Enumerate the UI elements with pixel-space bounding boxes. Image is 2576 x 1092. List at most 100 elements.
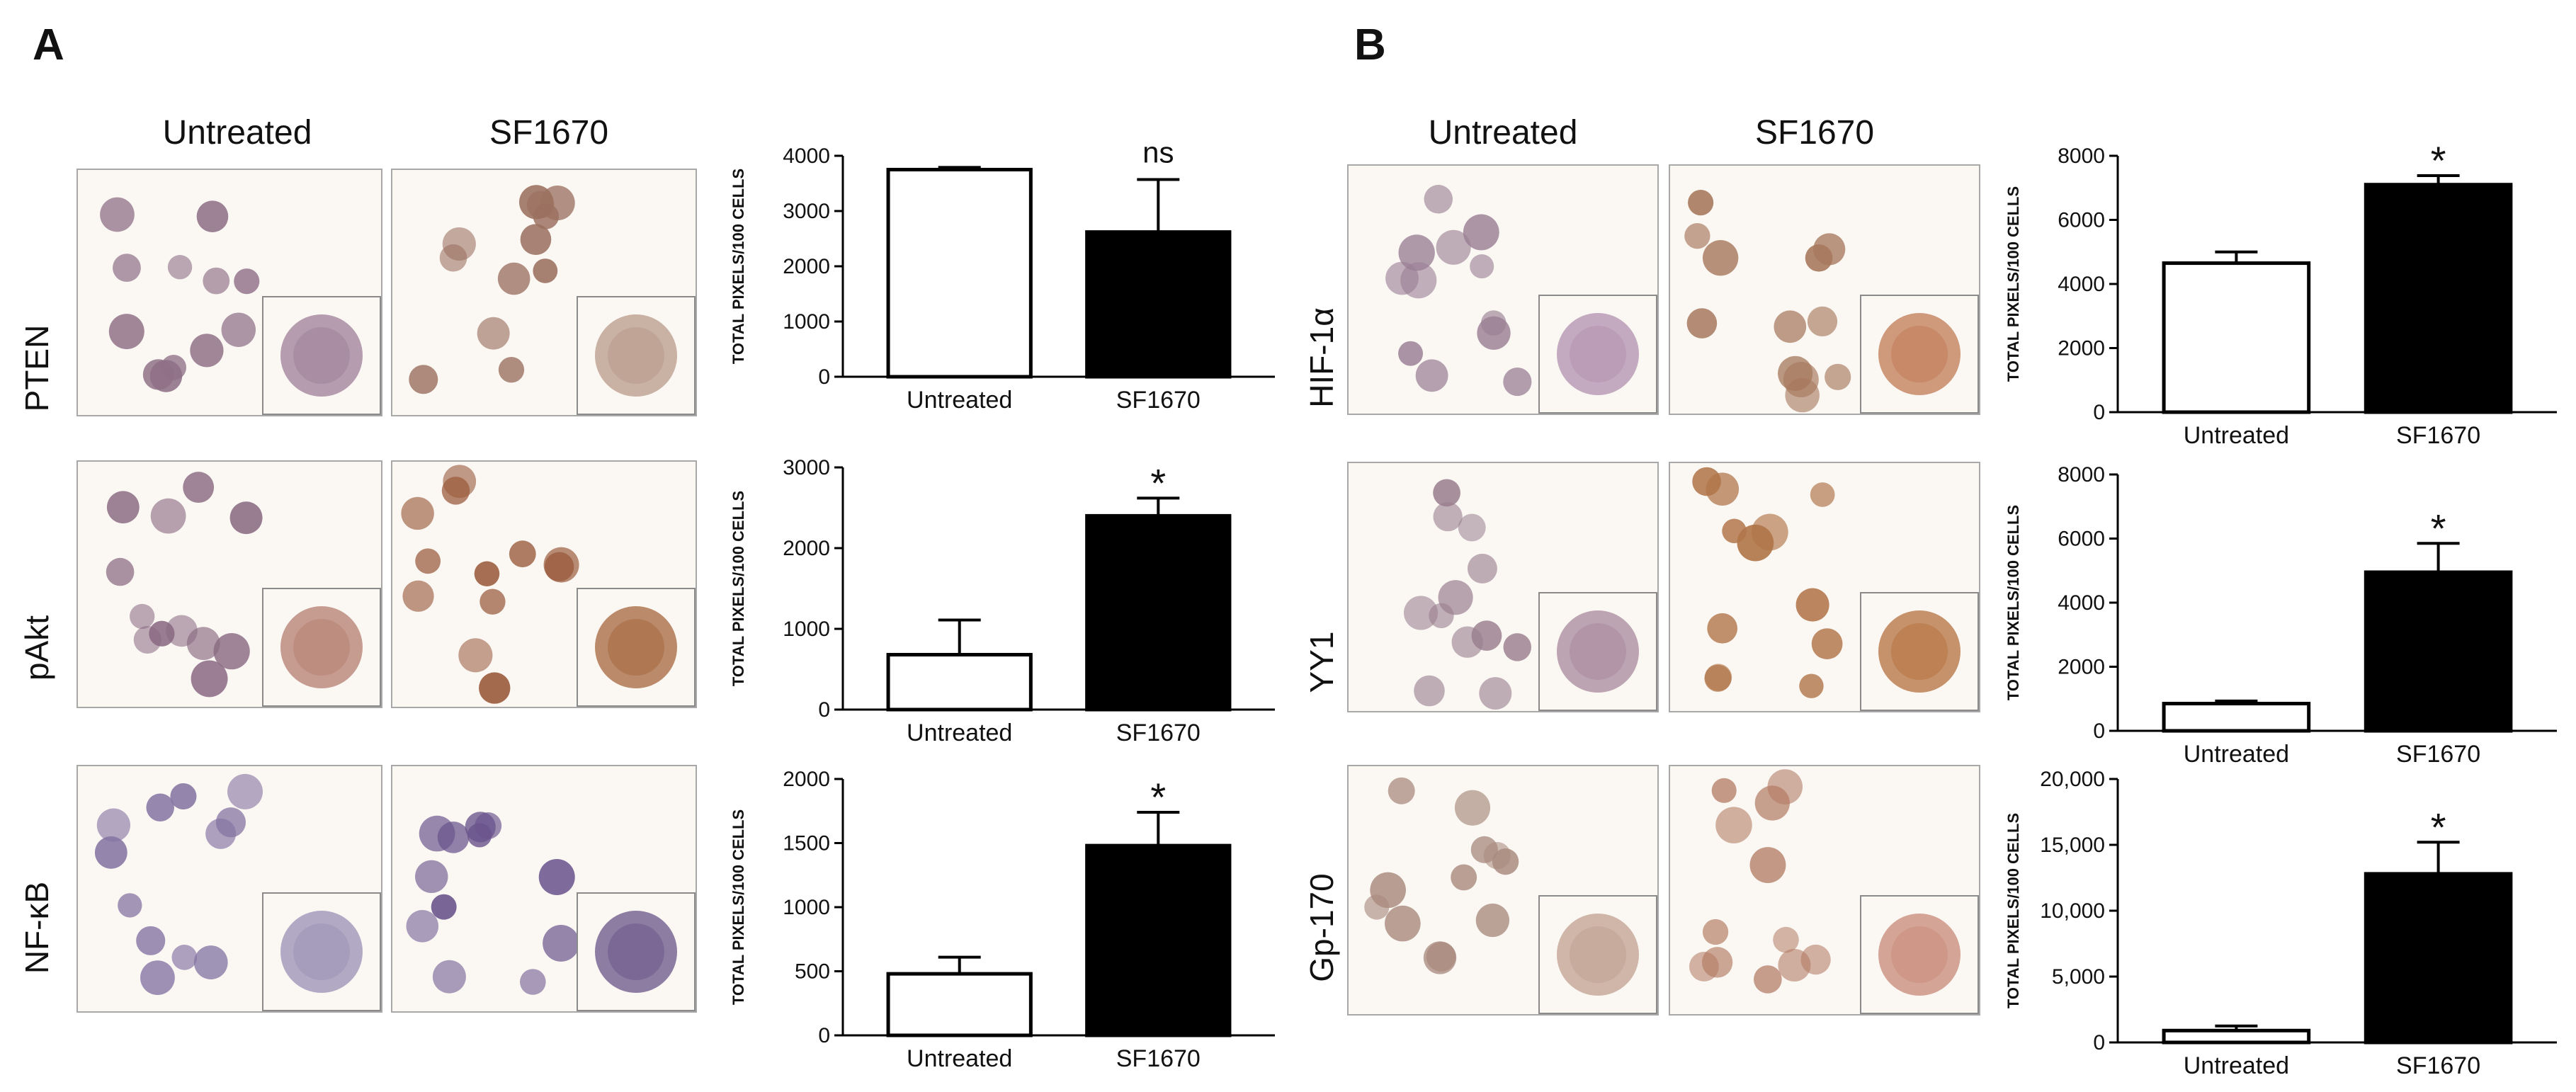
y-axis-label: TOTAL PIXELS/100 CELLS xyxy=(2004,505,2022,700)
micrograph-inset xyxy=(1538,895,1657,1014)
micrograph-a-pten-sf1670 xyxy=(391,169,697,416)
cell-blob xyxy=(1795,588,1829,622)
y-tick-label: 2000 xyxy=(2058,337,2105,360)
cell-blob xyxy=(213,633,250,670)
bar-chart-a-pten: TOTAL PIXELS/100 CELLS 0 1000 2000 3000 4000 U… xyxy=(730,136,1275,414)
bar-sf1670 xyxy=(2364,570,2513,733)
cell-blob xyxy=(409,365,438,394)
cell-blob xyxy=(1451,626,1484,658)
cell-blob xyxy=(1426,942,1456,972)
micrograph-inset xyxy=(1860,295,1979,414)
cell-blob xyxy=(149,360,183,392)
cell-blob xyxy=(1753,965,1782,994)
y-tick-label: 2000 xyxy=(783,537,830,560)
cell-blob xyxy=(186,627,220,661)
micrograph-a-nfkb-untreated xyxy=(76,765,382,1013)
panel-b-col-header-untreated: Untreated xyxy=(1428,114,1578,152)
inset-cell xyxy=(1557,313,1639,395)
cell-blob xyxy=(1711,778,1737,803)
inset-cell xyxy=(1557,914,1639,996)
cell-field xyxy=(409,185,575,394)
cell-field xyxy=(401,465,579,704)
bar-chart-b-yy1: TOTAL PIXELS/100 CELLS 0 2000 4000 6000 8000 U… xyxy=(2004,463,2557,768)
micrograph-b-yy1-sf1670 xyxy=(1669,462,1980,712)
significance-annotation: * xyxy=(2431,804,2446,849)
cell-blob xyxy=(479,672,511,704)
cell-blob xyxy=(1403,596,1439,630)
cell-blob xyxy=(1811,628,1843,659)
y-tick-label: 8000 xyxy=(2058,144,2105,168)
y-tick-label: 0 xyxy=(2093,401,2105,424)
bar-untreated xyxy=(886,972,1033,1037)
cell-blob xyxy=(533,203,560,229)
bar-sf1670 xyxy=(1085,230,1232,379)
micrograph-inset xyxy=(577,892,696,1011)
micrograph-a-pakt-untreated xyxy=(76,460,382,708)
cell-blob xyxy=(1704,664,1732,692)
cell-blob xyxy=(150,498,186,534)
cell-blob xyxy=(1470,836,1498,863)
cell-blob xyxy=(229,501,263,535)
bar-untreated xyxy=(2162,1028,2311,1045)
cell-field xyxy=(100,197,260,392)
cell-blob xyxy=(415,860,448,894)
cell-blob xyxy=(1424,185,1453,214)
cell-blob xyxy=(136,926,166,955)
cell-blob xyxy=(543,547,579,583)
cell-blob xyxy=(1773,926,1799,953)
cell-blob xyxy=(1807,306,1838,337)
cell-field xyxy=(1403,479,1531,710)
y-tick-label: 3000 xyxy=(783,200,830,223)
cell-blob xyxy=(1503,633,1531,661)
cell-blob xyxy=(1810,482,1835,507)
cell-field xyxy=(1364,777,1519,974)
cell-field xyxy=(94,773,263,996)
cell-blob xyxy=(106,491,140,524)
y-axis-label: TOTAL PIXELS/100 CELLS xyxy=(730,491,747,686)
cell-blob xyxy=(1463,214,1499,251)
inset-cell xyxy=(280,314,363,397)
inset-cell-nucleus xyxy=(1891,326,1948,382)
cell-blob xyxy=(196,200,229,232)
cell-field xyxy=(1689,769,1831,994)
inset-cell xyxy=(1557,610,1639,693)
cell-blob xyxy=(1702,240,1739,276)
y-tick-label: 0 xyxy=(2093,720,2105,743)
cell-blob xyxy=(1454,790,1491,826)
y-tick-label: 8000 xyxy=(2058,463,2105,487)
micrograph-inset xyxy=(1538,295,1657,414)
x-tick-label: Untreated xyxy=(2184,422,2289,449)
x-tick-label: Untreated xyxy=(907,720,1012,746)
cell-blob xyxy=(520,224,552,255)
cell-blob xyxy=(1388,777,1415,804)
panel-a-col-header-sf1670: SF1670 xyxy=(489,114,609,152)
cell-blob xyxy=(94,836,127,869)
x-tick-label: Untreated xyxy=(2184,1052,2289,1079)
inset-cell-nucleus xyxy=(1891,623,1948,680)
cell-blob xyxy=(108,314,144,350)
inset-cell-nucleus xyxy=(293,327,350,384)
cell-blob xyxy=(1692,467,1721,496)
cell-blob xyxy=(100,197,135,232)
cell-blob xyxy=(401,496,434,530)
panel-a-row-label-pten: PTEN xyxy=(18,324,55,412)
inset-cell-nucleus xyxy=(1570,623,1626,680)
y-axis-label: TOTAL PIXELS/100 CELLS xyxy=(2004,186,2022,382)
cell-blob xyxy=(1783,362,1819,398)
cell-blob xyxy=(432,960,466,994)
cell-field xyxy=(106,472,263,698)
cell-blob xyxy=(1429,603,1454,629)
y-tick-label: 500 xyxy=(795,960,830,984)
cell-blob xyxy=(1475,903,1510,938)
cell-blob xyxy=(205,818,237,849)
cell-blob xyxy=(234,268,260,295)
y-tick-label: 1000 xyxy=(783,618,830,641)
cell-blob xyxy=(96,808,130,842)
inset-cell-nucleus xyxy=(608,619,664,676)
micrograph-inset xyxy=(1860,895,1979,1014)
y-tick-label: 1500 xyxy=(783,832,830,855)
cell-blob xyxy=(1503,368,1532,397)
bar-untreated xyxy=(886,168,1033,379)
micrograph-a-pakt-sf1670 xyxy=(391,460,697,708)
